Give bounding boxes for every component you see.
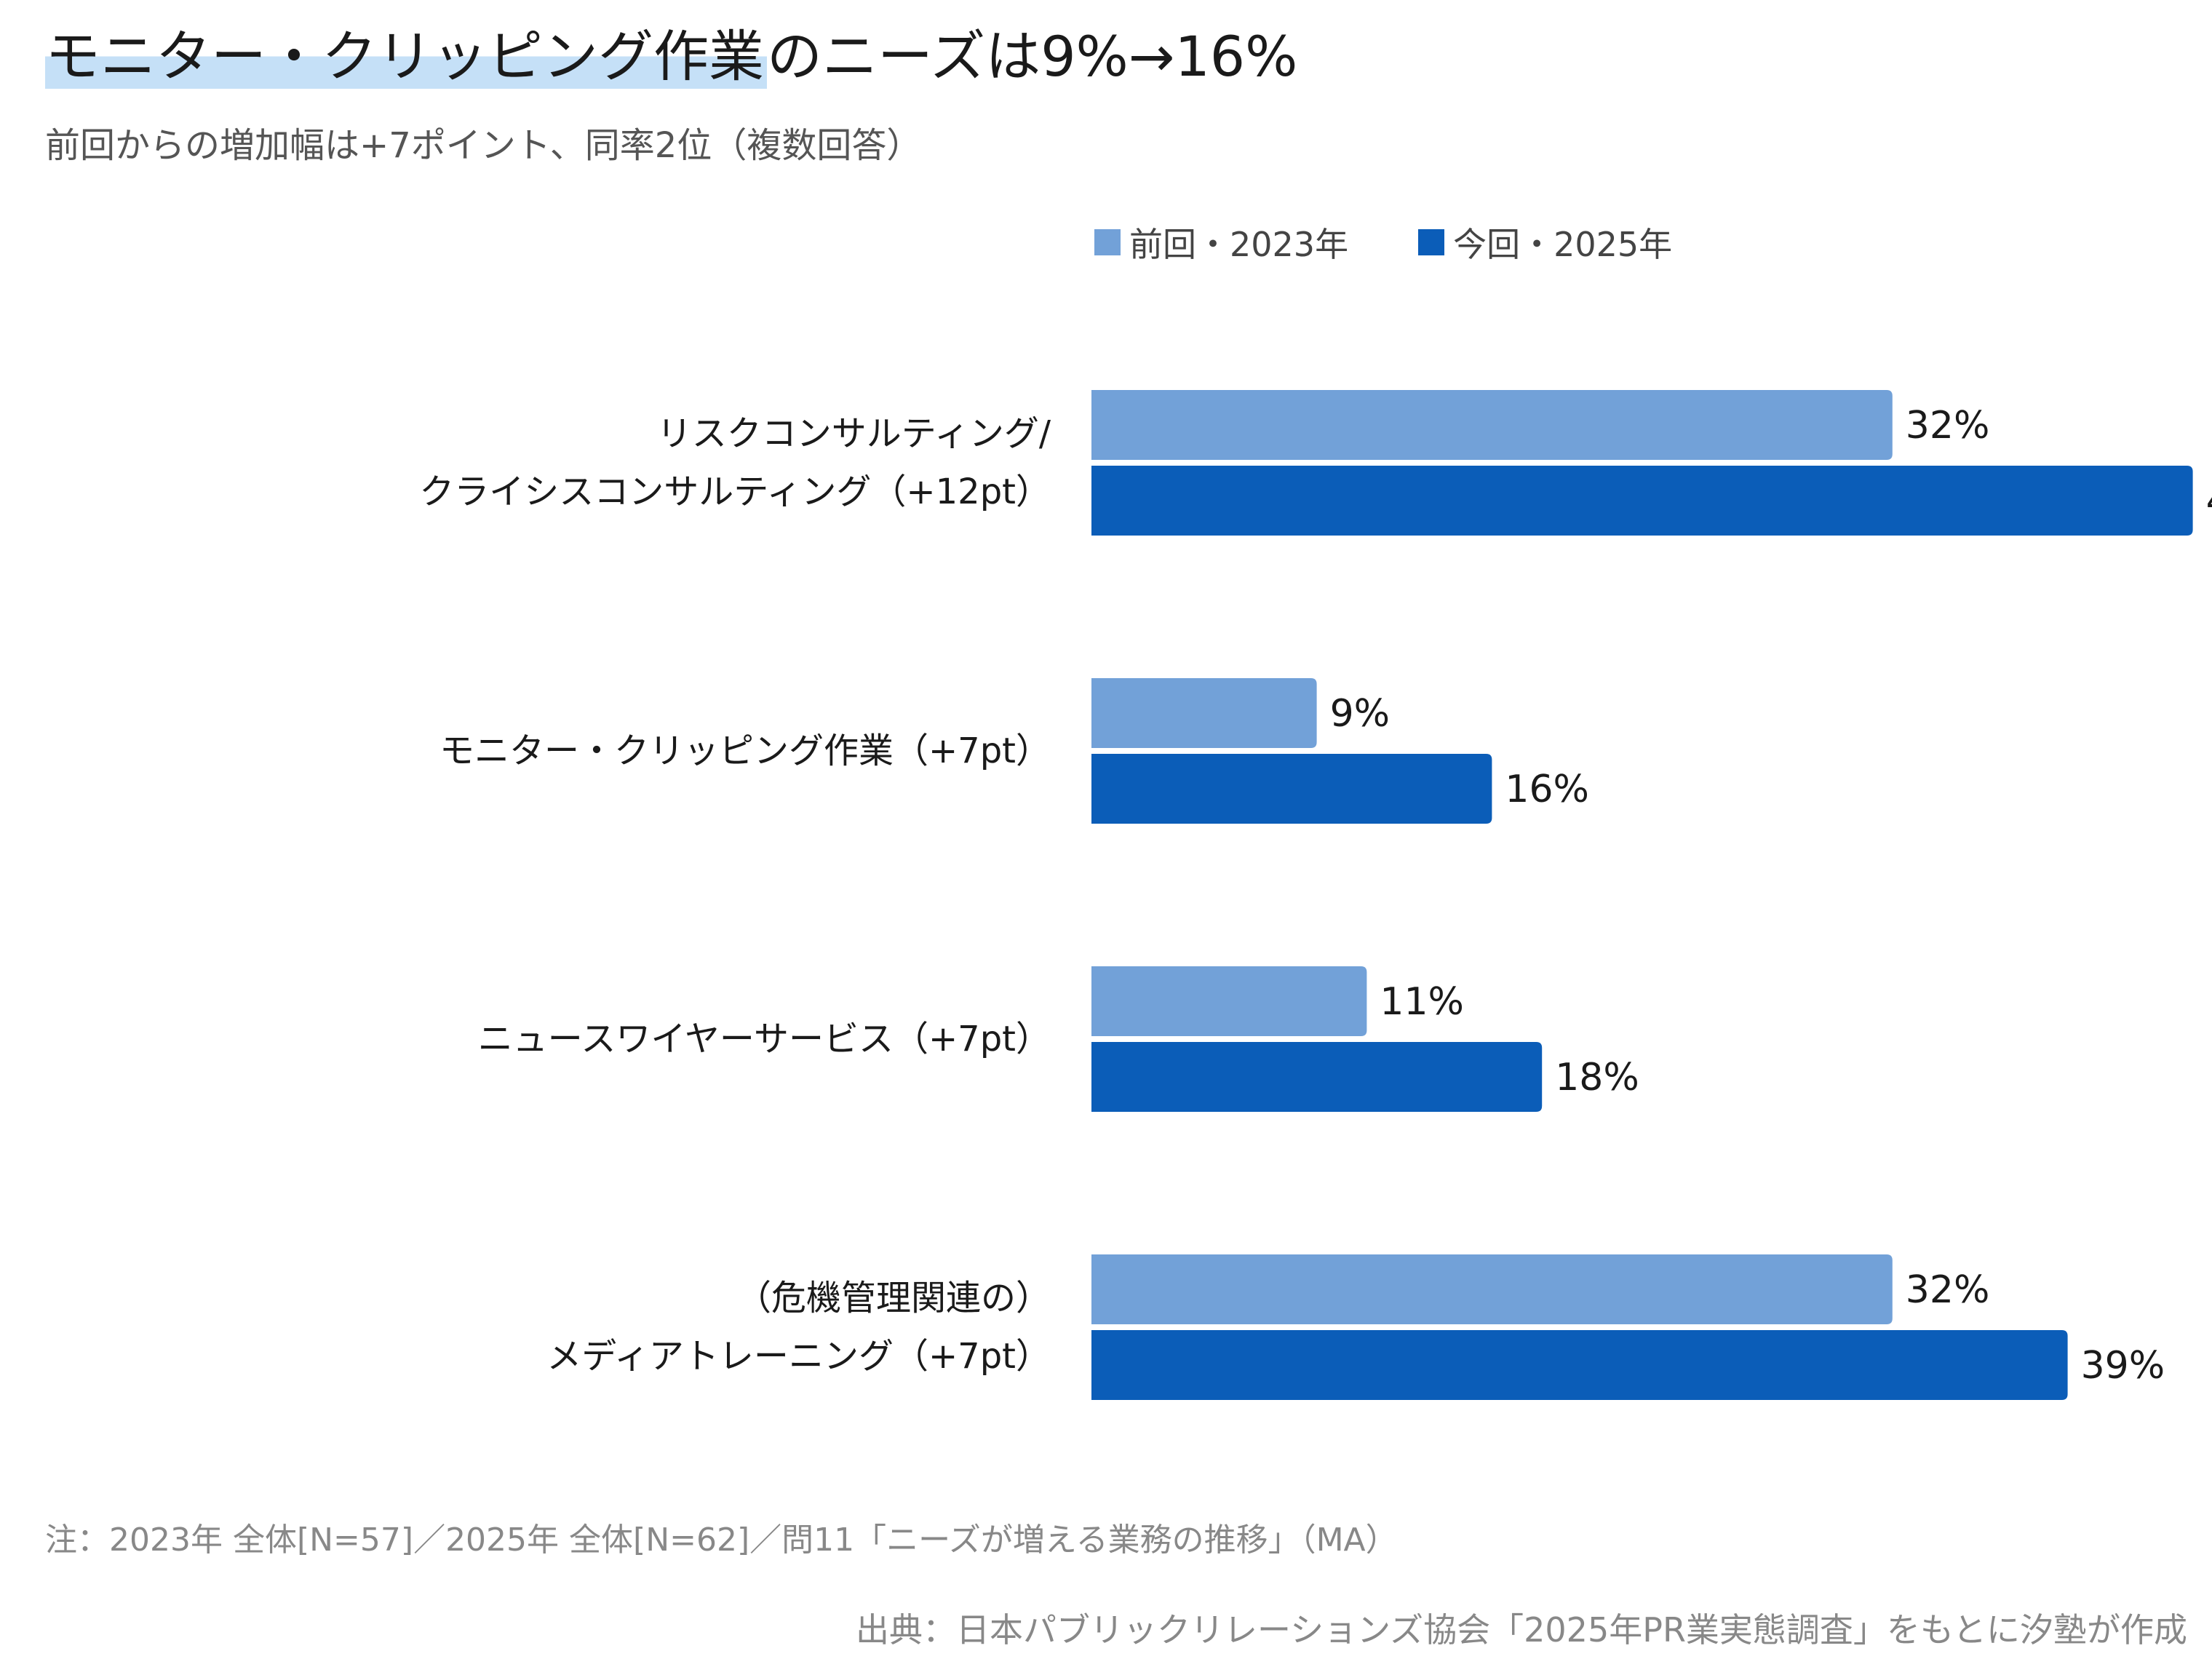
legend-swatch-curr: [1418, 229, 1445, 255]
source-credit: 出典：日本パブリックリレーションズ協会「2025年PR業実態調査」をもとに汐塾が…: [855, 1610, 2187, 1650]
bar-curr-2025: [1091, 1042, 1543, 1112]
bar-prev-2023: [1091, 966, 1367, 1036]
bar-curr-2025: [1091, 466, 2193, 536]
category-label-line: メディアトレーニング（+7pt）: [546, 1336, 1051, 1377]
bar-prev-2023: [1091, 390, 1893, 460]
category-label-line: クライシスコンサルティング（+12pt）: [419, 472, 1051, 512]
value-label-prev: 32%: [1906, 404, 1990, 447]
value-label-prev: 32%: [1906, 1268, 1990, 1312]
category-label: モニター・クリッピング作業（+7pt）: [439, 722, 1051, 780]
chart-title: モニター・クリッピング作業のニーズは9%→16%: [45, 20, 1297, 93]
title-rest: のニーズは9%→16%: [767, 24, 1298, 89]
category-label-line: リスクコンサルティング/: [656, 413, 1051, 454]
footnote: 注：2023年 全体[N=57]／2025年 全体[N=62]／問11「ニーズが…: [45, 1521, 1398, 1559]
bar-prev-2023: [1091, 678, 1317, 748]
category-label-line: モニター・クリッピング作業（+7pt）: [439, 731, 1051, 771]
value-label-prev: 9%: [1330, 692, 1391, 736]
value-label-curr: 39%: [2081, 1344, 2165, 1388]
title-highlight: モニター・クリッピング作業: [45, 24, 767, 89]
category-label: ニュースワイヤーサービス（+7pt）: [478, 1010, 1051, 1068]
value-label-curr: 44%: [2206, 480, 2212, 523]
legend: 前回・2023年 今回・2025年: [1094, 218, 1742, 266]
bar-curr-2025: [1091, 1330, 2068, 1400]
bar-curr-2025: [1091, 754, 1492, 824]
bar-prev-2023: [1091, 1254, 1893, 1324]
category-label-line: （危機管理関連の）: [736, 1278, 1051, 1318]
category-label-line: ニュースワイヤーサービス（+7pt）: [477, 1019, 1051, 1059]
chart-subtitle: 前回からの増加幅は+7ポイント、同率2位（複数回答）: [45, 125, 922, 166]
value-label-prev: 11%: [1380, 980, 1464, 1024]
value-label-curr: 16%: [1505, 768, 1589, 811]
legend-label-prev: 前回・2023年: [1129, 225, 1349, 264]
legend-item-curr: 今回・2025年: [1418, 218, 1672, 266]
category-label: リスクコンサルティング/クライシスコンサルティング（+12pt）: [419, 405, 1051, 521]
legend-label-curr: 今回・2025年: [1453, 225, 1673, 264]
legend-item-prev: 前回・2023年: [1094, 218, 1348, 266]
value-label-curr: 18%: [1555, 1056, 1639, 1099]
category-label: （危機管理関連の） メディアトレーニング（+7pt）: [546, 1269, 1051, 1385]
legend-swatch-prev: [1094, 229, 1121, 255]
